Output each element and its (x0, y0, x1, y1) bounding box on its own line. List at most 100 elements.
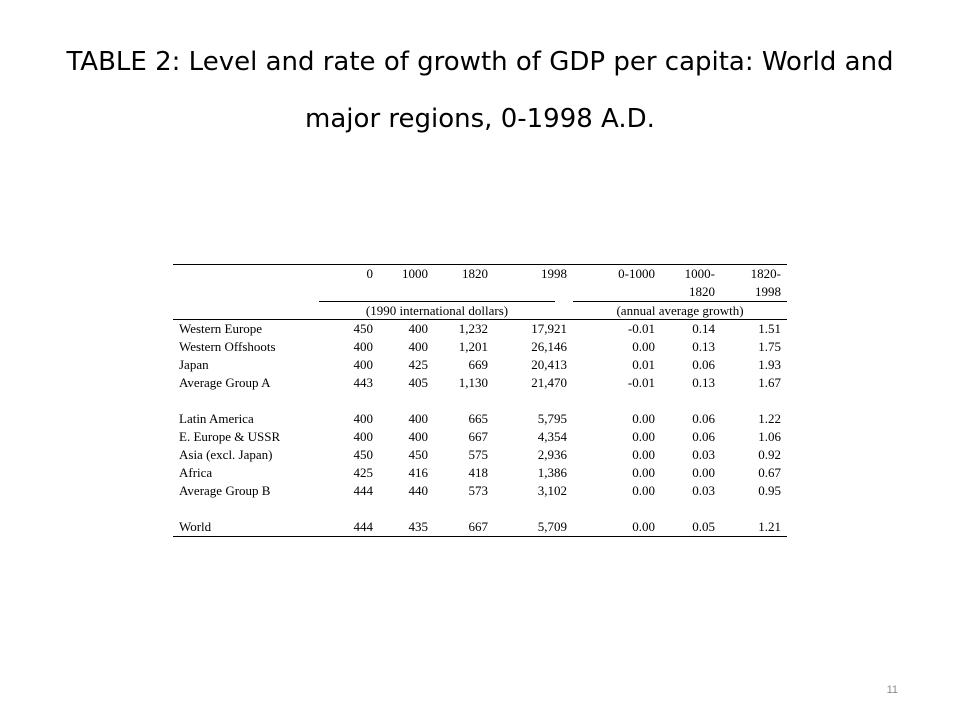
spacer-cell (173, 392, 787, 410)
header-cell: 1998 (494, 264, 573, 283)
value-cell: 1.67 (758, 375, 781, 390)
table-row: Average Group B 444 440 573 3,102 0.00 0.03 0.9… (173, 482, 787, 500)
header-cell: 1998 (755, 284, 781, 299)
value-cell: 450 (353, 447, 374, 462)
value-cell: 2,936 (537, 447, 567, 462)
value-cell: 400 (353, 357, 374, 372)
header-cell (494, 283, 573, 301)
value-cell: 418 (468, 465, 489, 480)
value-cell: 0.00 (632, 465, 655, 480)
value-cell: 400 (408, 339, 429, 354)
value-cell: 21,470 (531, 375, 567, 390)
region-cell: World (173, 518, 319, 537)
value-cell: 575 (468, 447, 489, 462)
value-cell: 0.05 (661, 518, 721, 537)
header-cell (434, 283, 494, 301)
value-cell: 0.01 (632, 357, 655, 372)
value-cell: 1,201 (458, 339, 488, 354)
units-level-cell: (1990 international dollars) (319, 301, 573, 320)
region-cell: Western Offshoots (179, 339, 276, 354)
region-cell: Japan (179, 357, 209, 372)
header-cell: 1000 (379, 264, 434, 283)
value-cell: 400 (408, 321, 429, 336)
value-cell: 0.06 (692, 429, 715, 444)
region-cell: Western Europe (179, 321, 263, 336)
value-cell: 0.13 (692, 339, 715, 354)
group-spacer-row (173, 392, 787, 410)
value-cell: 416 (408, 465, 429, 480)
value-cell: 17,921 (531, 321, 567, 336)
table-row: Average Group A 443 405 1,130 21,470 -0.01 0.1… (173, 374, 787, 392)
value-cell: 435 (379, 518, 434, 537)
spacer-cell (173, 500, 787, 518)
value-cell: 405 (408, 375, 429, 390)
region-cell: Average Group B (179, 483, 271, 498)
value-cell: 0.00 (632, 483, 655, 498)
value-cell: 400 (408, 411, 429, 426)
region-cell: E. Europe & USSR (179, 429, 281, 444)
table-row: E. Europe & USSR 400 400 667 4,354 0.00 0.06 1.… (173, 428, 787, 446)
value-cell: 400 (408, 429, 429, 444)
value-cell: 1.75 (758, 339, 781, 354)
region-cell: Latin America (179, 411, 254, 426)
region-cell: Asia (excl. Japan) (179, 447, 273, 462)
header-cell (173, 283, 319, 301)
value-cell: 400 (353, 411, 374, 426)
value-cell: 4,354 (537, 429, 567, 444)
value-cell: 425 (408, 357, 429, 372)
value-cell: 0.13 (692, 375, 715, 390)
value-cell: 0.95 (758, 483, 781, 498)
units-spacer (173, 301, 319, 320)
region-cell: Africa (179, 465, 213, 480)
value-cell: 0.00 (632, 411, 655, 426)
value-cell: 5,709 (494, 518, 573, 537)
value-cell: 444 (353, 483, 374, 498)
header-cell (319, 283, 379, 301)
table-row: Asia (excl. Japan) 450 450 575 2,936 0.00 0.03… (173, 446, 787, 464)
header-cell: 1820 (434, 264, 494, 283)
table-row: Latin America 400 400 665 5,795 0.00 0.06 1.22 (173, 410, 787, 428)
value-cell: 573 (468, 483, 489, 498)
table-row: Western Europe 450 400 1,232 17,921 -0.01 0.14… (173, 320, 787, 339)
value-cell: 1.93 (758, 357, 781, 372)
header-cell: 1000- (661, 264, 721, 283)
header-cell: 1820- (721, 264, 787, 283)
value-cell: -0.01 (627, 375, 655, 390)
units-growth-cell: (annual average growth) (573, 301, 787, 320)
value-cell: 667 (434, 518, 494, 537)
gdp-table-container: 0 1000 1820 1998 0-1000 1000- 1820- 1820… (173, 264, 787, 537)
value-cell: 665 (468, 411, 489, 426)
table-row: Japan 400 425 669 20,413 0.01 0.06 1.93 (173, 356, 787, 374)
value-cell: 1.51 (758, 321, 781, 336)
units-level-label: (1990 international dollars) (319, 301, 555, 319)
value-cell: 1,386 (537, 465, 567, 480)
units-row: (1990 international dollars) (annual ave… (173, 301, 787, 320)
table-row: World 444 435 667 5,709 0.00 0.05 1.21 (173, 518, 787, 537)
value-cell: 0.03 (692, 483, 715, 498)
group-spacer-row (173, 500, 787, 518)
value-cell: 400 (353, 339, 374, 354)
value-cell: 3,102 (537, 483, 567, 498)
value-cell: -0.01 (627, 321, 655, 336)
value-cell: 1.22 (758, 411, 781, 426)
header-cell: 0 (319, 264, 379, 283)
value-cell: 667 (468, 429, 489, 444)
gdp-per-capita-table: 0 1000 1820 1998 0-1000 1000- 1820- 1820… (173, 264, 787, 537)
value-cell: 0.00 (692, 465, 715, 480)
header-row-periods: 1820 1998 (173, 283, 787, 301)
header-cell (379, 283, 434, 301)
value-cell: 450 (408, 447, 429, 462)
region-cell: Average Group A (179, 375, 271, 390)
header-row-years: 0 1000 1820 1998 0-1000 1000- 1820- (173, 264, 787, 283)
value-cell: 0.00 (632, 339, 655, 354)
value-cell: 0.00 (632, 447, 655, 462)
value-cell: 0.00 (573, 518, 661, 537)
value-cell: 0.92 (758, 447, 781, 462)
value-cell: 0.14 (692, 321, 715, 336)
value-cell: 450 (353, 321, 374, 336)
page-number: 11 (886, 684, 898, 696)
header-cell: 0-1000 (573, 264, 661, 283)
value-cell: 444 (319, 518, 379, 537)
value-cell: 0.06 (692, 357, 715, 372)
value-cell: 1.21 (721, 518, 787, 537)
